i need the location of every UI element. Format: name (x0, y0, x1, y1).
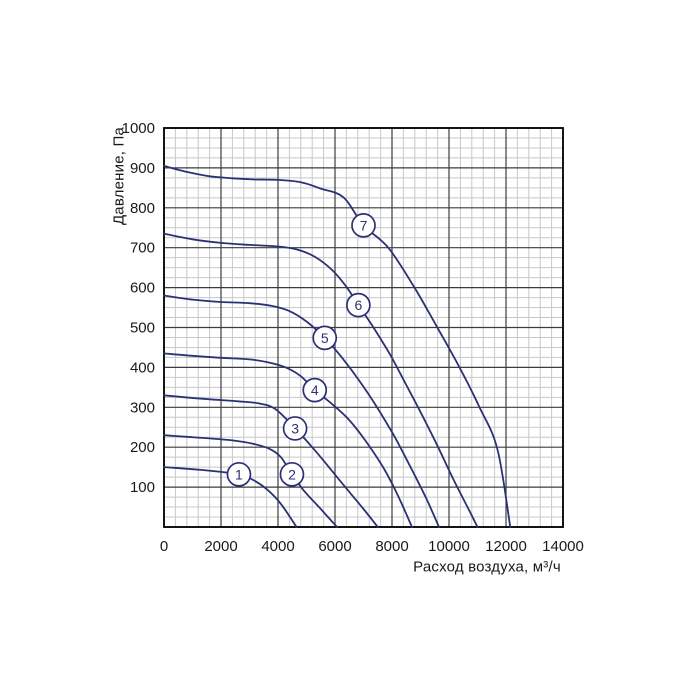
x-tick-label: 8000 (375, 538, 408, 555)
y-tick-label: 1000 (122, 120, 155, 137)
y-tick-label: 600 (130, 280, 155, 297)
curve-label-number-5: 5 (321, 330, 329, 346)
curve-label-circle-2 (279, 461, 305, 487)
curve-label-circle-5 (312, 325, 338, 351)
curve-label-number-4: 4 (311, 382, 319, 398)
y-tick-label: 700 (130, 240, 155, 257)
curve-label-number-1: 1 (235, 466, 243, 482)
curve-label-number-6: 6 (354, 297, 362, 313)
curve-7 (163, 165, 512, 528)
x-tick-label: 12000 (485, 538, 527, 555)
curve-3 (163, 394, 379, 528)
curve-4 (163, 352, 413, 528)
x-axis-title: Расход воздуха, м³/ч (413, 558, 561, 576)
y-tick-label: 900 (130, 160, 155, 177)
y-tick-label: 500 (130, 320, 155, 337)
curve-label-circle-7 (351, 213, 376, 238)
x-tick-label: 0 (160, 538, 168, 555)
curve-label-circle-3 (282, 416, 308, 441)
x-tick-label: 4000 (261, 538, 294, 555)
curve-label-circle-4 (302, 377, 328, 403)
curve-label-number-7: 7 (360, 217, 368, 233)
y-axis-title: Давление, Па (110, 126, 128, 226)
x-tick-label: 10000 (428, 538, 470, 555)
curve-label-number-3: 3 (291, 420, 299, 436)
y-tick-label: 800 (130, 200, 155, 217)
curve-2 (163, 434, 338, 528)
plot-border (163, 127, 564, 528)
x-tick-label: 14000 (542, 538, 584, 555)
y-tick-label: 300 (130, 399, 155, 416)
x-tick-label: 2000 (204, 538, 237, 555)
y-tick-label: 100 (130, 479, 155, 496)
curve-label-circle-6 (346, 292, 371, 318)
x-tick-label: 6000 (318, 538, 351, 555)
curve-label-number-2: 2 (288, 466, 296, 482)
curve-label-circle-1 (226, 461, 252, 487)
curve-5 (163, 294, 440, 528)
y-tick-label: 200 (130, 439, 155, 456)
y-tick-label: 400 (130, 359, 155, 376)
